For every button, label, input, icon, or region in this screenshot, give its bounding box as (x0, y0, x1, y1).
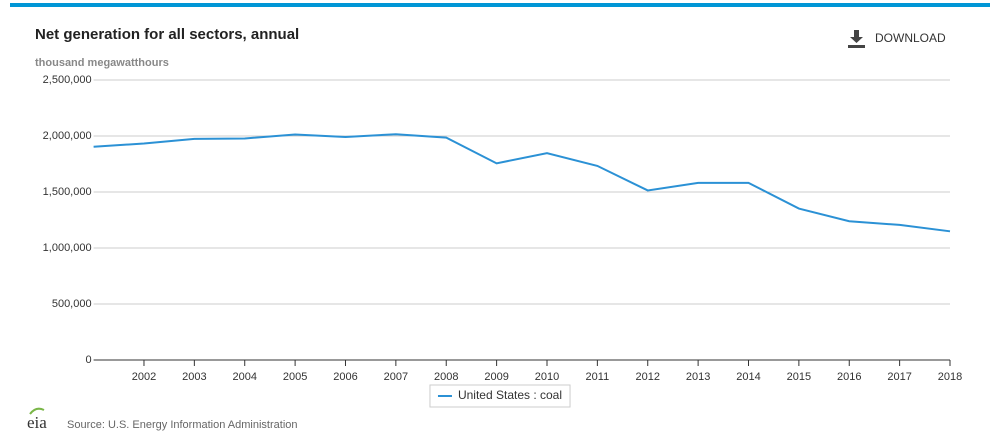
x-tick-label: 2006 (333, 371, 357, 383)
x-tick-label: 2010 (535, 371, 559, 383)
y-tick-label: 0 (85, 354, 91, 366)
download-button[interactable]: DOWNLOAD (848, 30, 946, 48)
y-tick-label: 2,000,000 (43, 130, 92, 142)
x-tick-label: 2014 (736, 371, 760, 383)
x-tick-label: 2003 (182, 371, 206, 383)
legend-label: United States : coal (458, 388, 562, 402)
x-tick-label: 2017 (887, 371, 911, 383)
data-line (93, 133, 951, 233)
x-tick-label: 2012 (635, 371, 659, 383)
y-tick-label: 1,000,000 (43, 242, 92, 254)
x-tick-label: 2018 (938, 371, 962, 383)
x-tick-label: 2009 (484, 371, 508, 383)
x-tick-label: 2015 (787, 371, 811, 383)
chart-title: Net generation for all sectors, annual (35, 26, 299, 43)
x-tick-label: 2002 (132, 371, 156, 383)
x-tick-label: 2013 (686, 371, 710, 383)
x-tick-label: 2016 (837, 371, 861, 383)
x-tick-label: 2011 (586, 371, 610, 383)
x-tick-label: 2005 (283, 371, 307, 383)
download-icon (848, 30, 865, 48)
y-tick-label: 2,500,000 (43, 74, 92, 86)
logo-leaf (29, 407, 45, 415)
legend-box (429, 384, 571, 408)
x-tick-label: 2007 (384, 371, 408, 383)
chart-subtitle: thousand megawatthours (35, 57, 169, 69)
download-label[interactable]: DOWNLOAD (875, 31, 946, 45)
y-tick-label: 500,000 (52, 298, 92, 310)
source: Source: U.S. Energy Information Administ… (67, 419, 298, 431)
x-tick-label: 2004 (232, 371, 256, 383)
y-tick-label: 1,500,000 (43, 186, 92, 198)
top-bar (10, 3, 990, 7)
x-tick-label: 2008 (434, 371, 458, 383)
logo: eia (27, 413, 47, 432)
